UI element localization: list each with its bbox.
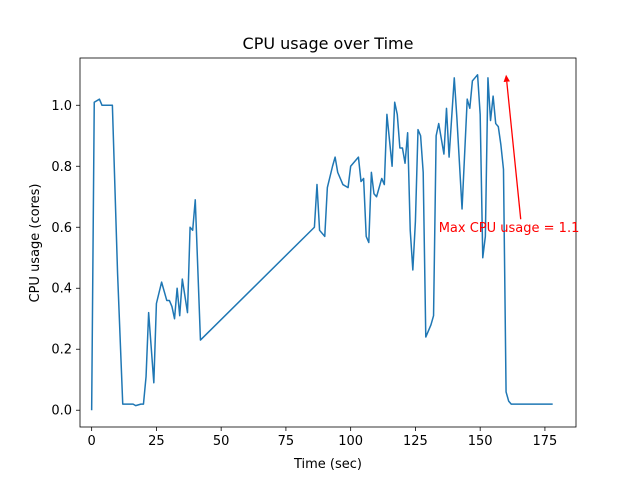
annotation-arrow-head xyxy=(503,74,510,83)
x-tick-label: 175 xyxy=(533,434,558,449)
y-tick-label: 0.4 xyxy=(51,282,72,297)
y-tick-label: 1.0 xyxy=(51,99,72,114)
x-tick-label: 75 xyxy=(278,434,295,449)
chart-title: CPU usage over Time xyxy=(243,34,414,53)
annotation-arrow-shaft xyxy=(506,81,522,220)
axes-frame xyxy=(79,57,577,428)
x-tick-label: 125 xyxy=(403,434,428,449)
y-axis-label: CPU usage (cores) xyxy=(28,184,43,303)
annotation-text: Max CPU usage = 1.1 xyxy=(439,221,580,236)
x-tick-label: 100 xyxy=(338,434,363,449)
y-tick-label: 0.8 xyxy=(51,160,72,175)
y-tick-label: 0.2 xyxy=(51,343,72,358)
y-tick-label: 0.6 xyxy=(51,221,72,236)
x-tick-label: 150 xyxy=(468,434,493,449)
x-tick-label: 0 xyxy=(88,434,96,449)
x-tick-label: 25 xyxy=(148,434,165,449)
x-tick-label: 50 xyxy=(213,434,230,449)
y-tick-label: 0.0 xyxy=(51,404,72,419)
annotation: Max CPU usage = 1.1 xyxy=(439,74,580,236)
plot-area xyxy=(79,57,577,428)
series-line-0 xyxy=(90,74,553,411)
x-axis-label: Time (sec) xyxy=(293,457,362,472)
axis-ticks: 0 25 50 75 100 125 150 175 0.0 0.2 0.4 0.6 0.8 1.0 xyxy=(51,99,557,449)
